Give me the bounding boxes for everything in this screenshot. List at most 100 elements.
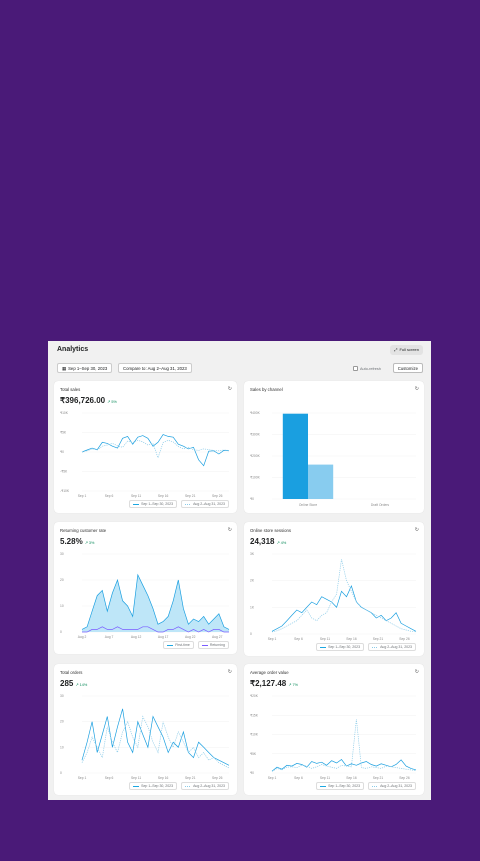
x-tick-label: Sep 11 [131, 494, 141, 498]
legend-label: Sep 1–Sep 30, 2023 [328, 645, 361, 649]
y-tick-label: ₹400K [250, 411, 261, 415]
x-tick-label: Sep 11 [320, 776, 330, 780]
change-badge: ↗ 3% [84, 541, 95, 545]
metric-value: ₹396,726.00 [60, 396, 106, 405]
card-online-store-sessions[interactable]: Online store sessions ↻ 24,318 ↗ 4% Sep 1–Se… [244, 522, 424, 656]
legend-item[interactable]: Sep 1–Sep 30, 2023 [316, 782, 365, 790]
y-tick-label: ₹5K [60, 431, 67, 435]
legend-swatch-icon [201, 644, 208, 646]
y-tick-label: ₹10K [60, 411, 69, 415]
y-tick-label: ₹0 [60, 450, 64, 454]
y-tick-label: 20 [60, 578, 64, 582]
legend-item[interactable]: Aug 2–Aug 31, 2023 [181, 782, 229, 790]
series-line [271, 759, 417, 772]
x-tick-label: Aug 27 [212, 635, 223, 639]
legend-item[interactable]: Sep 1–Sep 30, 2023 [129, 500, 178, 508]
legend-label: Sep 1–Sep 30, 2023 [141, 502, 174, 506]
legend-swatch-icon [133, 503, 140, 505]
legend-label: Aug 2–Aug 31, 2023 [380, 784, 412, 788]
x-tick-label: Sep 1 [78, 494, 87, 498]
more-icon[interactable]: ↻ [414, 527, 419, 533]
x-tick-label: Sep 26 [399, 637, 410, 641]
more-icon[interactable]: ↻ [414, 669, 419, 675]
y-tick-label: -₹5K [60, 470, 68, 474]
card-value: 285 ↗ 14% [60, 679, 87, 688]
card-sales-by-channel[interactable]: Sales by channel ↻ ₹400K ₹300K ₹200K ₹100K ₹0 O… [244, 381, 424, 513]
area-series [82, 574, 229, 632]
y-tick-label: 1K [250, 605, 255, 609]
x-tick-label: Sep 26 [212, 776, 223, 780]
bar[interactable] [308, 464, 334, 499]
chart-legend: Sep 1–Sep 30, 2023 Aug 2–Aug 31, 2023 [129, 782, 229, 790]
legend-swatch-icon [185, 503, 192, 505]
card-average-order-value[interactable]: Average order value ↻ ₹2,127.48 ↗ 7% Sep 1–S… [244, 664, 424, 795]
x-tick-label: Aug 22 [185, 635, 196, 639]
legend-label: Aug 2–Aug 31, 2023 [380, 645, 412, 649]
checkbox-icon [353, 366, 358, 371]
y-tick-label: ₹0 [250, 497, 254, 501]
x-tick-label: Sep 16 [158, 776, 169, 780]
legend-item[interactable]: Sep 1–Sep 30, 2023 [129, 782, 178, 790]
legend-swatch-icon [372, 785, 379, 787]
legend-item[interactable]: Sep 1–Sep 30, 2023 [316, 643, 365, 651]
x-tick-label: Sep 11 [131, 776, 141, 780]
change-badge: ↗ 5% [107, 400, 117, 404]
more-icon[interactable]: ↻ [414, 386, 419, 392]
x-tick-label: Sep 6 [294, 776, 303, 780]
y-tick-label: 30 [60, 552, 64, 556]
legend-item[interactable]: Aug 2–Aug 31, 2023 [368, 643, 416, 651]
x-tick-label: Sep 16 [346, 637, 357, 641]
legend-item[interactable]: Returning [197, 641, 229, 649]
change-badge: ↗ 14% [75, 683, 88, 687]
x-tick-label: Sep 21 [185, 494, 196, 498]
x-tick-label: Sep 11 [320, 637, 330, 641]
card-returning-customer-rate[interactable]: Returning customer rate ↻ 5.28% ↗ 3% First-t… [54, 522, 237, 654]
y-tick-label: 0 [60, 771, 62, 775]
series-line [271, 719, 417, 772]
legend-item[interactable]: Aug 2–Aug 31, 2023 [181, 500, 229, 508]
x-tick-label: Aug 17 [158, 635, 169, 639]
chart-legend: Sep 1–Sep 30, 2023 Aug 2–Aug 31, 2023 [316, 782, 416, 790]
legend-item[interactable]: First-time [163, 641, 194, 649]
x-tick-label: Sep 6 [105, 494, 114, 498]
legend-label: Sep 1–Sep 30, 2023 [328, 784, 361, 788]
x-tick-label: Sep 21 [373, 637, 384, 641]
legend-swatch-icon [133, 785, 140, 787]
chart: ₹400K ₹300K ₹200K ₹100K ₹0 Online Store Draft … [250, 411, 416, 507]
more-icon[interactable]: ↻ [227, 669, 232, 675]
expand-icon: ⤢ [394, 347, 398, 352]
compare-picker[interactable]: Compare to: Aug 2–Aug 31, 2023 [118, 363, 192, 373]
x-tick-label: Sep 26 [212, 494, 223, 498]
card-value: ₹2,127.48 ↗ 7% [250, 679, 298, 688]
x-tick-label: Aug 2 [78, 635, 87, 639]
more-icon[interactable]: ↻ [227, 386, 232, 392]
chart-legend: First-time Returning [163, 641, 229, 649]
customize-button[interactable]: Customize [392, 363, 423, 373]
card-title: Average order value [250, 670, 289, 675]
y-tick-label: ₹5K [250, 752, 257, 756]
fullscreen-button[interactable]: ⤢ Full screen [390, 345, 423, 355]
auto-refresh-toggle[interactable]: Auto-refresh [353, 366, 381, 371]
series-line [81, 439, 230, 459]
x-tick-label: Sep 21 [185, 776, 196, 780]
legend-item[interactable]: Aug 2–Aug 31, 2023 [368, 782, 416, 790]
series-line [81, 715, 230, 769]
y-tick-label: ₹20K [250, 694, 259, 698]
chart-legend: Sep 1–Sep 30, 2023 Aug 2–Aug 31, 2023 [316, 643, 416, 651]
card-title: Online store sessions [250, 528, 292, 533]
y-tick-label: 20 [60, 720, 64, 724]
series-line [82, 626, 229, 633]
y-tick-label: 10 [60, 745, 64, 749]
card-total-orders[interactable]: Total orders ↻ 285 ↗ 14% Sep 1–Sep 30, 2023 A… [54, 664, 237, 795]
x-tick-label: Sep 16 [158, 494, 169, 498]
y-tick-label: ₹100K [250, 476, 261, 480]
chart: 30 20 10 0 Aug 2 Aug 7 Aug 12 Aug 17 Aug 22 Aug 2… [60, 552, 230, 639]
metric-value: 285 [60, 679, 74, 688]
more-icon[interactable]: ↻ [227, 527, 232, 533]
y-tick-label: 0 [60, 630, 62, 634]
card-total-sales[interactable]: Total sales ↻ ₹396,726.00 ↗ 5% Sep 1–Sep 30,… [54, 381, 237, 513]
date-range-picker[interactable]: ▦ Sep 1–Sep 30, 2023 [57, 363, 113, 373]
bar[interactable] [282, 413, 308, 499]
x-tick-label: Sep 6 [294, 637, 303, 641]
y-tick-label: ₹300K [250, 433, 261, 437]
